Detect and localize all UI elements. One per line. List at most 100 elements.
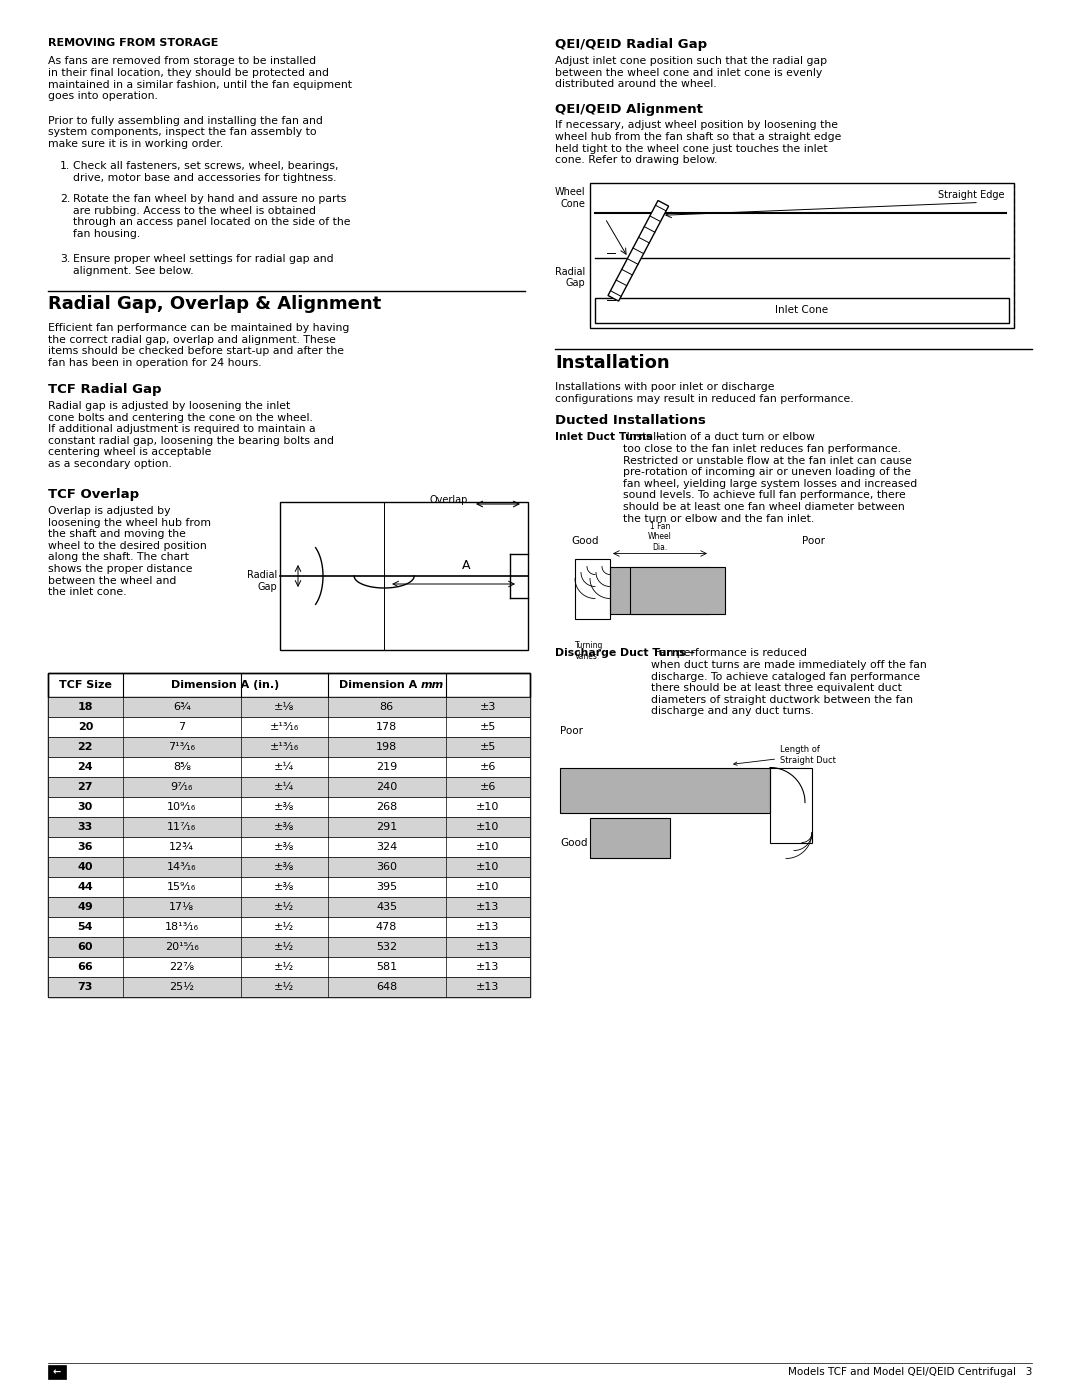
Text: 6¾: 6¾ [173,703,191,712]
Text: mm: mm [421,680,444,690]
Text: 240: 240 [376,782,397,792]
Text: ±13: ±13 [476,942,500,951]
Text: ±⅜: ±⅜ [274,862,295,872]
Bar [561,767,770,813]
Text: 25½: 25½ [170,982,194,992]
Text: Radial
Gap: Radial Gap [555,267,585,289]
Bar [48,817,530,837]
Bar [575,559,610,619]
Text: 54: 54 [78,922,93,932]
Text: Adjust inlet cone position such that the radial gap
between the wheel cone and i: Adjust inlet cone position such that the… [555,56,827,89]
Text: ±13: ±13 [476,982,500,992]
Bar [48,877,530,897]
Text: Installation of a duct turn or elbow
too close to the fan inlet reduces fan perf: Installation of a duct turn or elbow too… [623,433,917,524]
Text: 648: 648 [376,982,397,992]
Text: ±13: ±13 [476,902,500,912]
Text: ±5: ±5 [480,722,496,732]
Text: ±13: ±13 [476,922,500,932]
Text: Poor: Poor [561,725,583,735]
Text: As fans are removed from storage to be installed
in their final location, they s: As fans are removed from storage to be i… [48,56,352,102]
Bar [48,673,530,997]
Text: ±10: ±10 [476,862,500,872]
Text: 324: 324 [376,842,397,852]
Text: Models TCF and Model QEI/QEID Centrifugal   3: Models TCF and Model QEI/QEID Centrifuga… [787,1368,1032,1377]
Text: 581: 581 [376,963,397,972]
Text: TCF Radial Gap: TCF Radial Gap [48,383,162,395]
Text: Prior to fully assembling and installing the fan and
system components, inspect : Prior to fully assembling and installing… [48,116,323,148]
Text: ±3: ±3 [480,703,496,712]
Bar [48,977,530,997]
Text: 7¹³⁄₁₆: 7¹³⁄₁₆ [168,742,195,752]
Text: ±⅜: ±⅜ [274,842,295,852]
Text: 9⁷⁄₁₆: 9⁷⁄₁₆ [171,782,193,792]
Bar [590,183,1014,327]
Text: 18¹³⁄₁₆: 18¹³⁄₁₆ [165,922,199,932]
Text: 33: 33 [78,821,93,833]
Text: 219: 219 [376,761,397,773]
Text: Turning
Vanes: Turning Vanes [575,641,604,661]
Text: 268: 268 [376,802,397,812]
Text: 1 Fan
Wheel
Dia.: 1 Fan Wheel Dia. [648,521,672,552]
Text: ±½: ±½ [274,902,295,912]
Text: 44: 44 [78,882,93,893]
Text: 60: 60 [78,942,93,951]
Bar [48,937,530,957]
Bar [48,798,530,817]
Text: 360: 360 [376,862,397,872]
Text: Radial Gap, Overlap & Alignment: Radial Gap, Overlap & Alignment [48,295,381,313]
Bar [610,567,710,613]
Text: 20¹⁵⁄₁₆: 20¹⁵⁄₁₆ [165,942,199,951]
Text: TCF Size: TCF Size [59,680,112,690]
Text: If necessary, adjust wheel position by loosening the
wheel hub from the fan shaf: If necessary, adjust wheel position by l… [555,120,841,165]
Text: Overlap: Overlap [430,495,468,504]
Bar [48,717,530,738]
Text: ←: ← [53,1368,62,1377]
Text: ±10: ±10 [476,821,500,833]
Text: ±¹³⁄₁₆: ±¹³⁄₁₆ [270,722,299,732]
Text: 22: 22 [78,742,93,752]
Text: 12¾: 12¾ [170,842,194,852]
Text: ±¹³⁄₁₆: ±¹³⁄₁₆ [270,742,299,752]
Bar [48,856,530,877]
Text: Efficient fan performance can be maintained by having
the correct radial gap, ov: Efficient fan performance can be maintai… [48,323,349,367]
Text: 15⁹⁄₁₆: 15⁹⁄₁₆ [167,882,197,893]
Text: ±½: ±½ [274,963,295,972]
Bar [48,897,530,916]
Text: 73: 73 [78,982,93,992]
Text: 11⁷⁄₁₆: 11⁷⁄₁₆ [167,821,197,833]
Text: Dimension A: Dimension A [339,680,421,690]
Bar [48,697,530,717]
Text: 30: 30 [78,802,93,812]
Text: A: A [462,559,470,571]
Text: 8⅝: 8⅝ [173,761,191,773]
Text: Check all fasteners, set screws, wheel, bearings,
drive, motor base and accessor: Check all fasteners, set screws, wheel, … [73,161,338,183]
Text: 18: 18 [78,703,93,712]
Text: ±½: ±½ [274,982,295,992]
Text: Inlet Cone: Inlet Cone [775,305,828,314]
Bar [48,916,530,937]
Text: 17⅛: 17⅛ [170,902,194,912]
Text: 1.: 1. [60,161,70,170]
Text: Rotate the fan wheel by hand and assure no parts
are rubbing. Access to the whee: Rotate the fan wheel by hand and assure … [73,194,351,239]
Text: 27: 27 [78,782,93,792]
Bar [48,673,530,697]
Text: Wheel
Cone: Wheel Cone [554,187,585,210]
Text: 66: 66 [78,963,93,972]
Text: ±6: ±6 [480,782,496,792]
Text: Discharge Duct Turns –: Discharge Duct Turns – [555,648,696,658]
Text: 395: 395 [376,882,397,893]
Text: Radial
Gap: Radial Gap [246,570,276,592]
Text: 10⁹⁄₁₆: 10⁹⁄₁₆ [167,802,197,812]
Text: ±¼: ±¼ [274,782,295,792]
Polygon shape [608,201,669,302]
Text: ±6: ±6 [480,761,496,773]
Text: ±10: ±10 [476,802,500,812]
Text: ±⅜: ±⅜ [274,821,295,833]
Bar [595,298,1009,323]
Bar [770,767,812,842]
Text: 435: 435 [376,902,397,912]
Text: Installation: Installation [555,355,670,373]
Bar [48,757,530,777]
Text: ±½: ±½ [274,922,295,932]
Text: Inlet Duct Turns –: Inlet Duct Turns – [555,433,662,443]
